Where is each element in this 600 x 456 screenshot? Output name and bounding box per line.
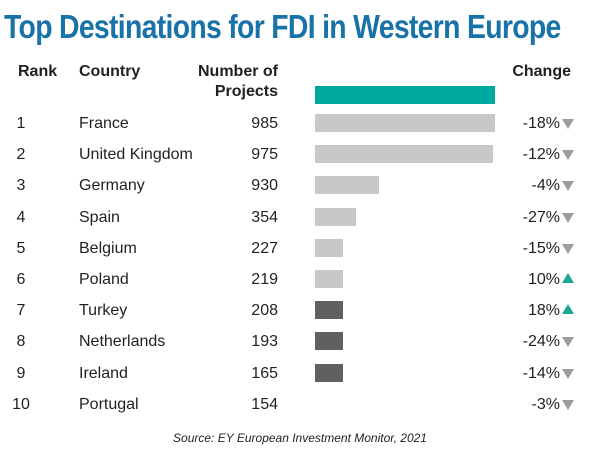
- projects-value: 985: [251, 115, 278, 132]
- table-row: 9 Ireland 165 -14%: [0, 358, 600, 389]
- rank-cell: 9: [16, 364, 26, 382]
- rank-cell: 2: [16, 146, 26, 164]
- rank-cell: 5: [16, 239, 26, 257]
- triangle-down-icon: [562, 150, 574, 161]
- table-row: 6 Poland 219 10%: [0, 264, 600, 295]
- change-value: 10%: [527, 271, 560, 288]
- projects-bar: [315, 238, 343, 257]
- projects-value: 354: [251, 208, 278, 226]
- triangle-down-icon: [562, 119, 574, 129]
- header-country: Country: [79, 63, 141, 80]
- header-number-of-projects: Number of Projects: [198, 63, 278, 100]
- projects-bar: [315, 270, 343, 288]
- country-cell: United Kingdom: [79, 146, 193, 164]
- table-row: 3 Germany 930 -4%: [0, 170, 600, 201]
- table-row: 8 Netherlands 193 -24%: [0, 326, 600, 357]
- change-value: -4%: [531, 177, 560, 195]
- header-accent-bar: [315, 86, 495, 104]
- change-value: -3%: [531, 395, 560, 413]
- change-value: -18%: [522, 115, 560, 132]
- triangle-down-icon: [562, 243, 574, 254]
- country-cell: France: [79, 115, 129, 132]
- change-value: 18%: [527, 302, 560, 320]
- projects-bar: [315, 176, 379, 195]
- table-row: 2 United Kingdom 975 -12%: [0, 139, 600, 170]
- projects-value: 930: [251, 177, 278, 195]
- table-row: 1 France 985 -18%: [0, 108, 600, 139]
- country-cell: Netherlands: [79, 333, 166, 351]
- triangle-down-icon: [562, 368, 574, 379]
- projects-bar: [315, 332, 343, 351]
- change-value: -12%: [522, 146, 560, 164]
- rank-cell: 3: [16, 177, 26, 195]
- country-cell: Poland: [79, 271, 129, 288]
- country-cell: Germany: [79, 177, 145, 195]
- triangle-up-icon: [562, 273, 574, 283]
- country-cell: Belgium: [79, 239, 137, 257]
- table-row: 7 Turkey 208 18%: [0, 295, 600, 326]
- projects-bar: [315, 145, 493, 164]
- projects-bar: [315, 301, 343, 320]
- triangle-up-icon: [562, 304, 574, 315]
- country-cell: Portugal: [79, 395, 139, 413]
- projects-value: 219: [251, 271, 278, 288]
- header-rank: Rank: [18, 63, 58, 80]
- header-change: Change: [512, 63, 571, 80]
- chart-title: Top Destinations for FDI in Western Euro…: [4, 8, 561, 45]
- change-value: -24%: [522, 333, 560, 351]
- projects-value: 193: [251, 333, 278, 351]
- change-value: -14%: [522, 364, 560, 382]
- projects-value: 165: [251, 364, 278, 382]
- country-cell: Spain: [79, 208, 120, 226]
- rank-cell: 1: [16, 115, 26, 132]
- table-row: 10 Portugal 154 -3%: [0, 389, 600, 420]
- triangle-down-icon: [562, 337, 574, 348]
- projects-value: 208: [251, 302, 278, 320]
- change-value: -27%: [522, 208, 560, 226]
- triangle-down-icon: [562, 181, 574, 192]
- projects-value: 227: [251, 239, 278, 257]
- rank-cell: 6: [16, 271, 26, 288]
- projects-bar: [315, 363, 343, 382]
- projects-bar: [315, 114, 495, 132]
- rank-cell: 4: [16, 208, 26, 226]
- country-cell: Ireland: [79, 364, 128, 382]
- rank-cell: 8: [16, 333, 26, 351]
- change-value: -15%: [522, 239, 560, 257]
- table-row: 5 Belgium 227 -15%: [0, 233, 600, 264]
- country-cell: Turkey: [79, 302, 128, 320]
- triangle-down-icon: [562, 399, 574, 410]
- source-note: Source: EY European Investment Monitor, …: [173, 431, 427, 445]
- triangle-down-icon: [562, 212, 574, 223]
- projects-value: 975: [251, 146, 278, 164]
- rank-cell: 7: [16, 302, 26, 320]
- rank-cell: 10: [12, 395, 30, 413]
- projects-value: 154: [251, 395, 278, 413]
- projects-bar: [315, 207, 356, 226]
- table-row: 4 Spain 354 -27%: [0, 202, 600, 233]
